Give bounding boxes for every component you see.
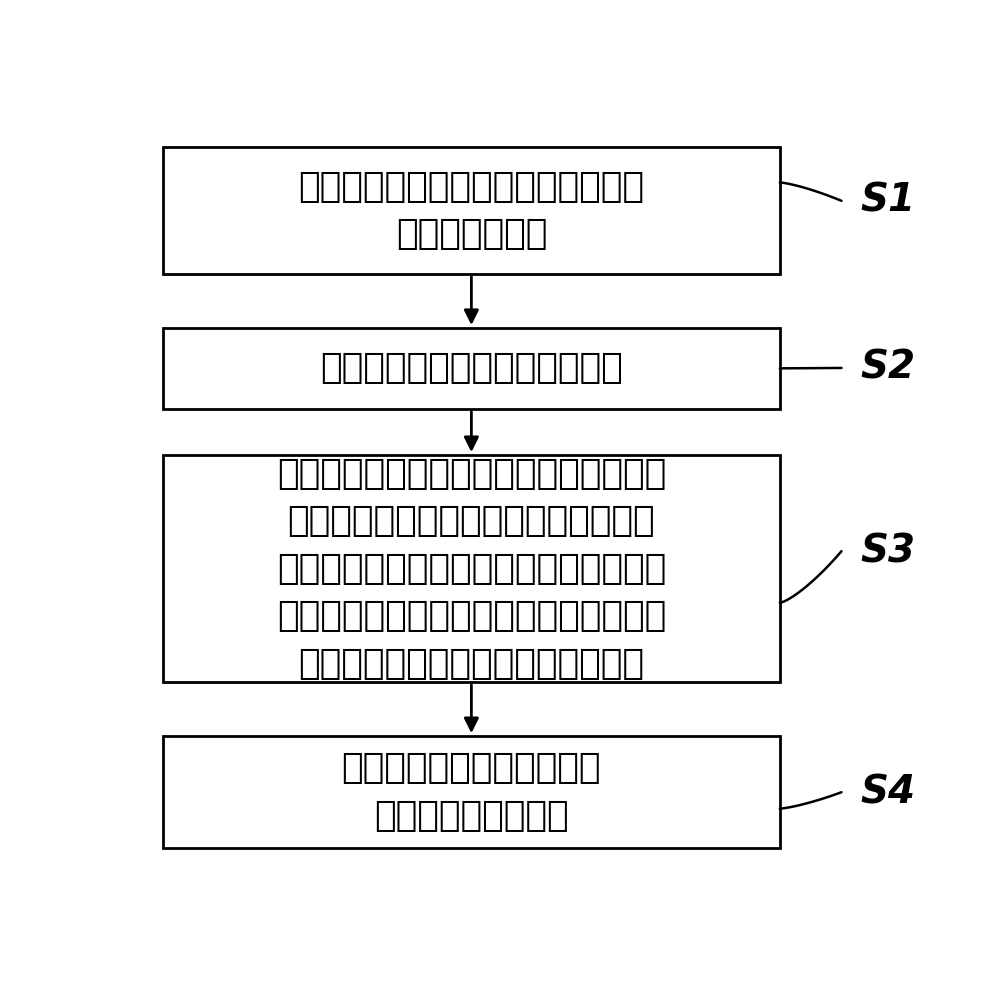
Text: 构造断面节点位置曲线数学模型: 构造断面节点位置曲线数学模型	[320, 351, 622, 385]
FancyBboxPatch shape	[163, 455, 779, 682]
Text: S2: S2	[860, 349, 914, 387]
FancyBboxPatch shape	[163, 328, 779, 409]
Text: 根据斜率与倾角的关系、斜率与曲线的关
系以及监测数据，确定断面节点位置曲
线；其中，监测数据包括：实测点处的倾
角；实测点为空间钢结构划分断面中安装
了倾角仪，: 根据斜率与倾角的关系、斜率与曲线的关 系以及监测数据，确定断面节点位置曲 线；其…	[276, 457, 665, 681]
FancyBboxPatch shape	[163, 736, 779, 848]
Text: S3: S3	[860, 532, 914, 570]
Text: S4: S4	[860, 773, 914, 811]
FancyBboxPatch shape	[163, 147, 779, 274]
Text: 根据断面节点位置曲线确定
空间钢结构静态位移: 根据断面节点位置曲线确定 空间钢结构静态位移	[341, 751, 600, 833]
Text: 构造节点处斜率并建立所述斜率与节
点处倾角的关系: 构造节点处斜率并建立所述斜率与节 点处倾角的关系	[298, 170, 644, 251]
Text: S1: S1	[860, 182, 914, 220]
